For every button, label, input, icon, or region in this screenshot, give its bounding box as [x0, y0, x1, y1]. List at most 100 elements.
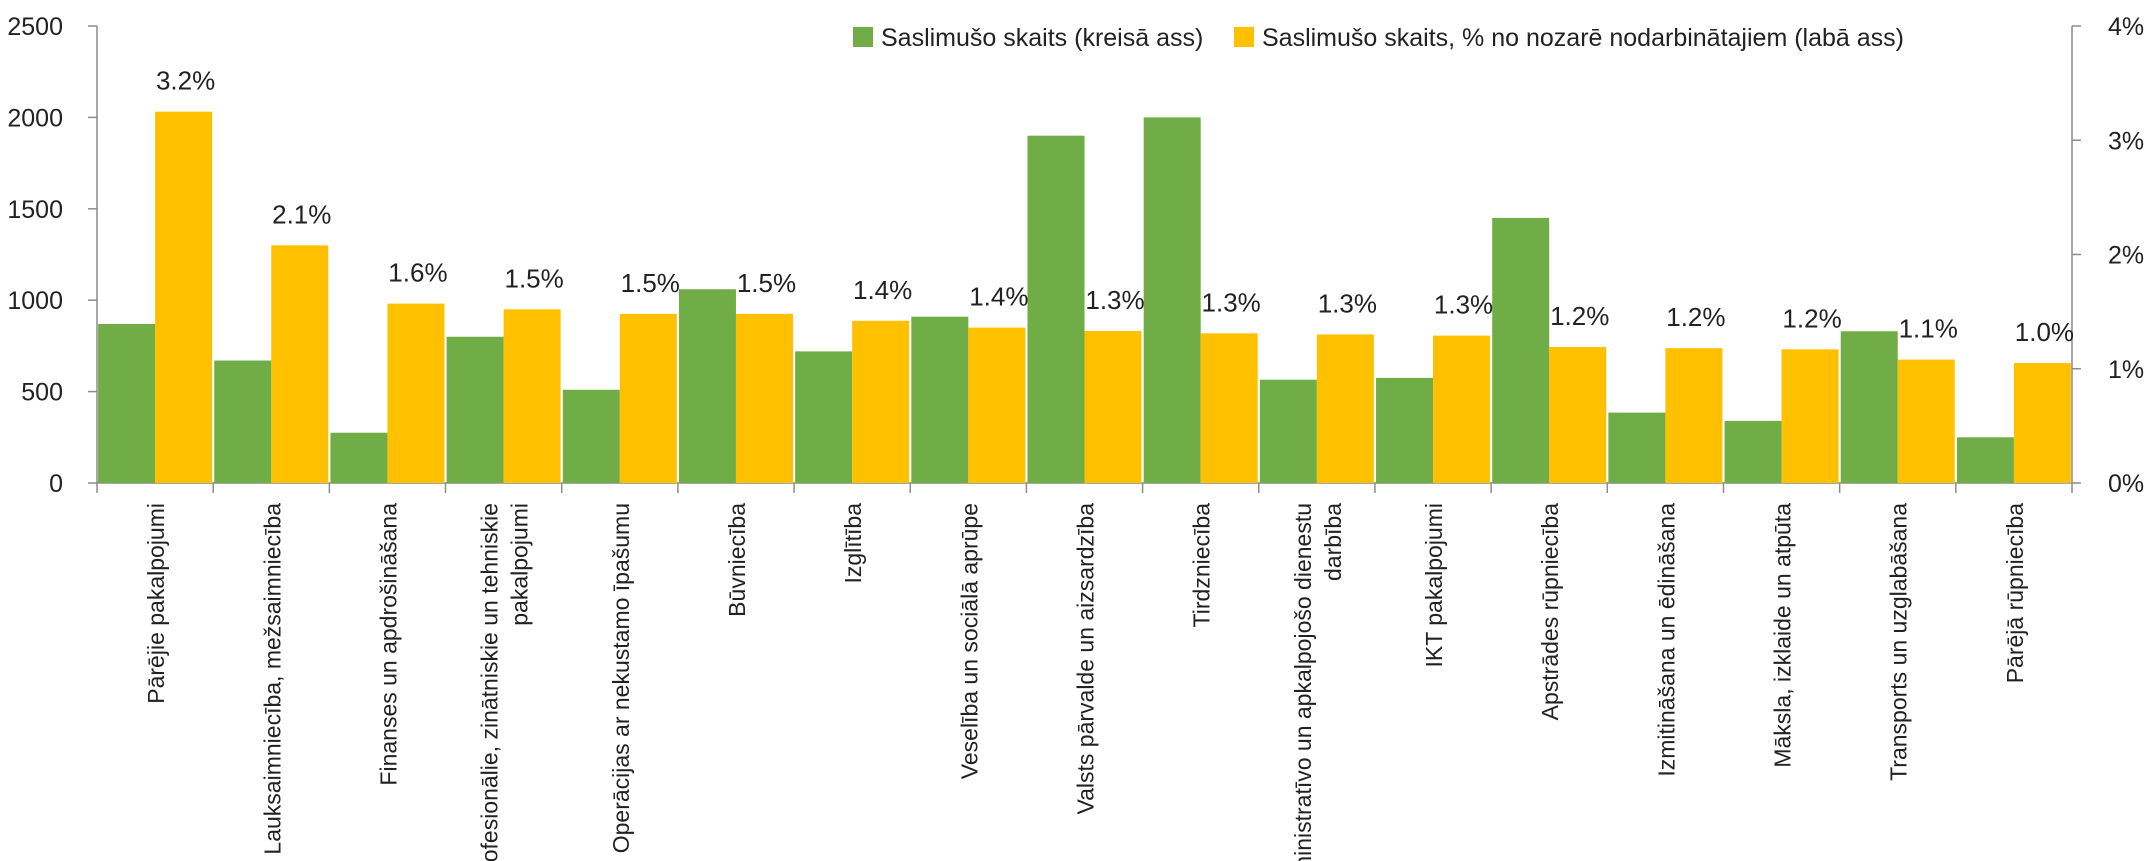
percent-data-label: 1.3% [1318, 288, 1377, 318]
percent-data-label: 1.1% [1899, 314, 1958, 344]
category-label: Transports un uzglabāšana [1886, 503, 1912, 781]
bar-percent [735, 313, 793, 483]
category-label-line: Lauksaimniecība, mežsaimniecība [259, 503, 285, 855]
category-label-line: Veselība un sociālā aprūpe [956, 503, 982, 779]
category-label: IKT pakalpojumi [1421, 503, 1447, 668]
percent-data-label: 1.5% [621, 268, 680, 298]
bar-percent [2013, 363, 2071, 483]
bar-percent [968, 327, 1026, 483]
legend-label: Saslimušo skaits, % no nozarē nodarbināt… [1262, 24, 1904, 52]
category-label-line: Pārējā rūpniecība [2002, 503, 2028, 683]
bar-count [562, 389, 620, 483]
category-label-line: Administratīvo un apkalpojošo dienestu [1290, 503, 1316, 861]
percent-data-label: 1.2% [1550, 301, 1609, 331]
bar-count [1259, 379, 1317, 483]
category-label: Tirdzniecība [1189, 503, 1215, 628]
category-label-line: Izglītība [840, 503, 866, 584]
category-labels: Pārējie pakalpojumi Lauksaimniecība, mežs… [143, 503, 2028, 861]
category-label-line: Finanses un apdrošināšana [375, 503, 401, 786]
category-label-line: Māksla, izklaide un atpūta [1770, 503, 1796, 768]
data-labels: 3.2% 2.1% 1.6% 1.5% 1.5% 1.5% 1.4% 1.4% 1.3% 1.3%… [156, 66, 2074, 347]
percent-data-label: 2.1% [272, 199, 331, 229]
percent-data-label: 1.2% [1666, 302, 1725, 332]
bar-count [795, 351, 853, 483]
category-label: Apstrādes rūpniecība [1537, 503, 1563, 721]
bar-percent [619, 313, 677, 483]
bar-count [446, 336, 504, 483]
category-label-line: Izmitināšana un ēdināšana [1653, 503, 1679, 777]
bar-percent [1897, 359, 1955, 483]
right-tick-label: 0% [2108, 470, 2144, 498]
bar-count [330, 432, 388, 483]
left-tick-label: 2000 [7, 104, 63, 132]
percent-data-label: 1.5% [504, 263, 563, 293]
category-label: Pārējā rūpniecība [2002, 503, 2028, 683]
legend-label: Saslimušo skaits (kreisā ass) [881, 24, 1203, 52]
category-label: Profesionālie, zinātniskie un tehniskie p… [477, 503, 533, 861]
category-label-line: pakalpojumi [507, 503, 533, 626]
category-label-line: Pārējie pakalpojumi [143, 503, 169, 704]
category-label: Administratīvo un apkalpojošo dienestu da… [1290, 503, 1346, 861]
category-label-line: Profesionālie, zinātniskie un tehniskie [477, 503, 503, 861]
category-label: Lauksaimniecība, mežsaimniecība [259, 503, 285, 855]
category-label-line: Tirdzniecība [1189, 503, 1215, 628]
bar-count [1027, 135, 1085, 483]
percent-data-label: 1.0% [2015, 317, 2074, 347]
bar-count [1143, 117, 1201, 484]
bar-percent [503, 309, 561, 483]
percent-data-label: 1.2% [1782, 303, 1841, 333]
bars [98, 111, 2071, 484]
bar-count [1840, 331, 1898, 483]
left-tick-label: 1000 [7, 287, 63, 315]
bar-percent [1665, 348, 1723, 483]
bar-count [1724, 420, 1782, 483]
bar-percent [271, 245, 329, 483]
bar-percent [1084, 331, 1142, 483]
category-label: Operācijas ar nekustamo īpašumu [608, 503, 634, 853]
right-tick-label: 1% [2108, 356, 2144, 384]
right-tick-label: 3% [2108, 127, 2144, 155]
percent-data-label: 3.2% [156, 66, 215, 96]
legend-swatch [853, 27, 873, 47]
bar-count [1956, 437, 2014, 483]
category-label: Valsts pārvalde un aizsardzība [1073, 503, 1099, 815]
left-tick-label: 1500 [7, 196, 63, 224]
category-label: Izmitināšana un ēdināšana [1653, 503, 1679, 777]
category-label: Veselība un sociālā aprūpe [956, 503, 982, 779]
bar-count [1376, 377, 1434, 483]
bar-count [911, 316, 969, 483]
bar-percent [1316, 334, 1374, 483]
bar-percent [387, 303, 445, 483]
percent-data-label: 1.4% [969, 282, 1028, 312]
category-label: Finanses un apdrošināšana [375, 503, 401, 786]
category-label-line: darbība [1320, 503, 1346, 581]
bar-percent [155, 111, 213, 483]
left-tick-label: 2500 [7, 13, 63, 41]
bar-percent [1549, 347, 1607, 483]
percent-data-label: 1.6% [388, 258, 447, 288]
percent-data-label: 1.5% [737, 268, 796, 298]
left-tick-label: 0 [49, 470, 63, 498]
category-label: Izglītība [840, 503, 866, 584]
percent-data-label: 1.3% [1085, 285, 1144, 315]
bar-count [678, 289, 736, 483]
legend-swatch [1234, 27, 1254, 47]
category-label-line: Apstrādes rūpniecība [1537, 503, 1563, 721]
right-tick-label: 2% [2108, 242, 2144, 270]
bar-count [214, 360, 272, 483]
category-label-line: IKT pakalpojumi [1421, 503, 1447, 668]
category-label: Māksla, izklaide un atpūta [1770, 503, 1796, 768]
bar-count [98, 323, 156, 483]
bar-percent [1781, 349, 1839, 483]
category-label-line: Operācijas ar nekustamo īpašumu [608, 503, 634, 853]
bar-percent [1433, 335, 1491, 483]
category-label-line: Transports un uzglabāšana [1886, 503, 1912, 781]
bar-percent [1200, 333, 1258, 483]
right-tick-label: 4% [2108, 13, 2144, 41]
category-label-line: Valsts pārvalde un aizsardzība [1073, 503, 1099, 815]
bar-count [1608, 412, 1666, 483]
percent-data-label: 1.3% [1434, 290, 1493, 320]
bar-percent [852, 320, 910, 483]
left-tick-label: 500 [21, 379, 63, 407]
